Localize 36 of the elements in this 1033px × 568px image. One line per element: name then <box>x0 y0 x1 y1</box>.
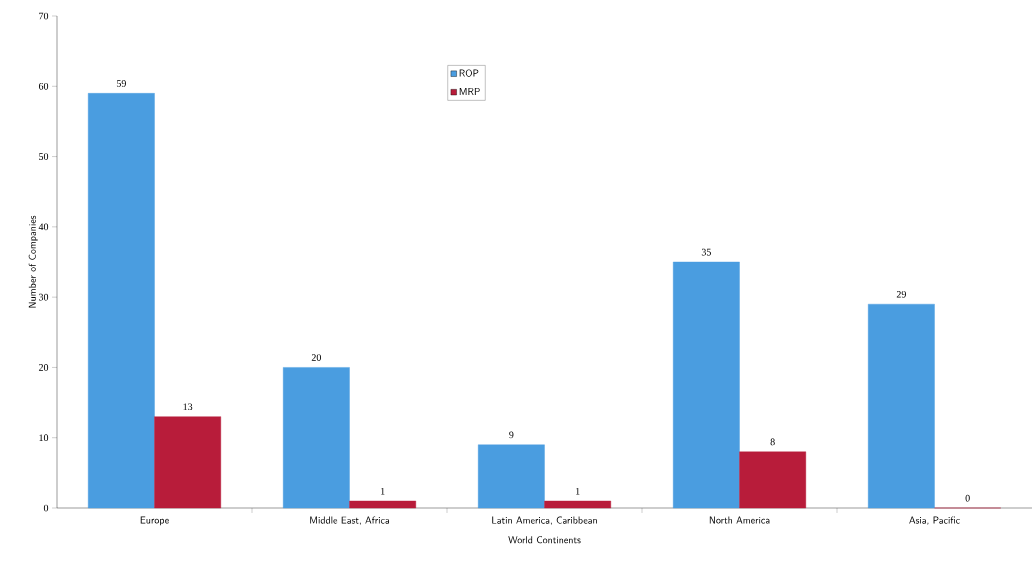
bar <box>673 261 740 509</box>
data-label: 29 <box>896 290 906 298</box>
data-label: 13 <box>183 403 193 411</box>
bar <box>739 451 807 509</box>
y-tick-label: 50 <box>39 153 49 160</box>
x-tick-label: Middle East, Africa <box>310 516 390 525</box>
legend-label: MRP <box>459 87 480 95</box>
y-tick-label: 70 <box>39 12 49 20</box>
data-label: 8 <box>770 438 775 446</box>
y-tick-label: 20 <box>38 364 49 371</box>
data-label: 59 <box>116 80 126 87</box>
bar <box>349 500 416 509</box>
data-label: 1 <box>381 487 385 495</box>
data-label: 20 <box>311 354 321 361</box>
data-label: 1 <box>576 487 580 495</box>
legend-label: ROP <box>459 69 479 77</box>
x-tick-label: North America <box>709 516 770 524</box>
bar <box>283 367 350 509</box>
data-label: 9 <box>509 431 514 439</box>
x-tick-label: Asia, Pacific <box>909 516 960 525</box>
x-axis-title: World Continents <box>508 536 581 544</box>
bar <box>544 500 611 509</box>
y-tick-label: 40 <box>38 223 49 231</box>
x-tick-label: Europe <box>140 516 169 526</box>
bar <box>154 416 221 509</box>
data-label: 0 <box>965 494 970 502</box>
bar <box>868 303 935 509</box>
bar <box>478 444 545 509</box>
y-tick-label: 30 <box>39 293 49 301</box>
data-label: 35 <box>701 248 711 256</box>
y-tick-label: 10 <box>39 434 49 442</box>
bar <box>88 93 155 509</box>
y-tick-label: 0 <box>43 504 49 512</box>
y-axis-title: Number of Companies <box>28 215 38 308</box>
x-tick-label: Latin America, Caribbean <box>492 516 597 525</box>
y-tick-label: 60 <box>38 82 49 90</box>
